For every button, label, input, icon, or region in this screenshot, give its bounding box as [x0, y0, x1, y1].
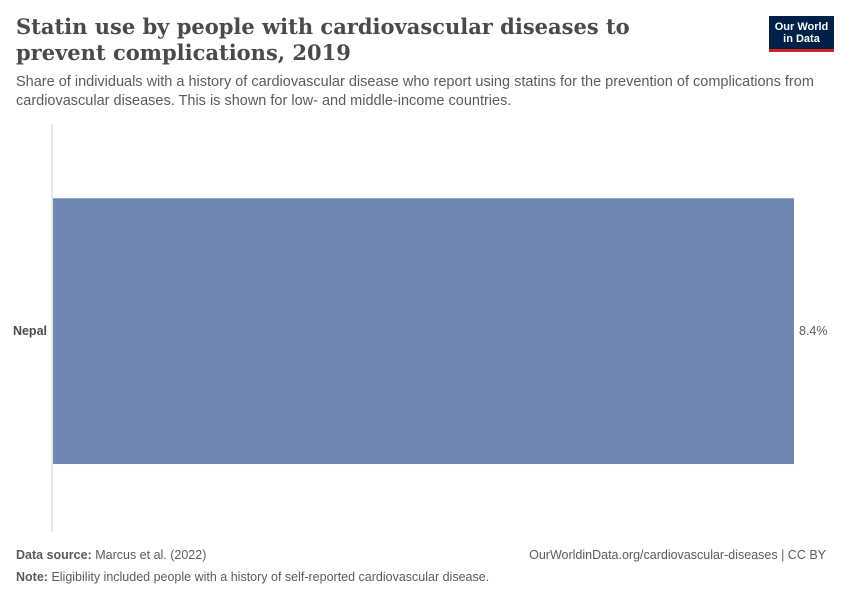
chart-title: Statin use by people with cardiovascular… — [16, 14, 630, 65]
note-line: Note: Eligibility included people with a… — [16, 570, 489, 584]
value-label-nepal: 8.4% — [799, 324, 828, 338]
category-label-nepal: Nepal — [13, 324, 47, 338]
owid-logo[interactable]: Our World in Data — [769, 16, 834, 52]
data-source-link[interactable]: Marcus et al. (2022) — [95, 548, 207, 562]
owid-url-link[interactable]: OurWorldinData.org/cardiovascular-diseas… — [529, 548, 826, 562]
logo-line-1: Our World — [774, 20, 829, 33]
data-source-line: Data source: Marcus et al. (2022) — [16, 548, 206, 562]
note-label: Note: — [16, 570, 48, 584]
logo-line-2: in Data — [783, 32, 820, 45]
chart-subtitle: Share of individuals with a history of c… — [16, 74, 814, 109]
data-source-label: Data source: — [16, 548, 92, 562]
note-text: Eligibility included people with a histo… — [51, 570, 490, 584]
bar-chart: Nepal 8.4% — [13, 124, 828, 532]
bar-nepal[interactable] — [53, 198, 794, 465]
